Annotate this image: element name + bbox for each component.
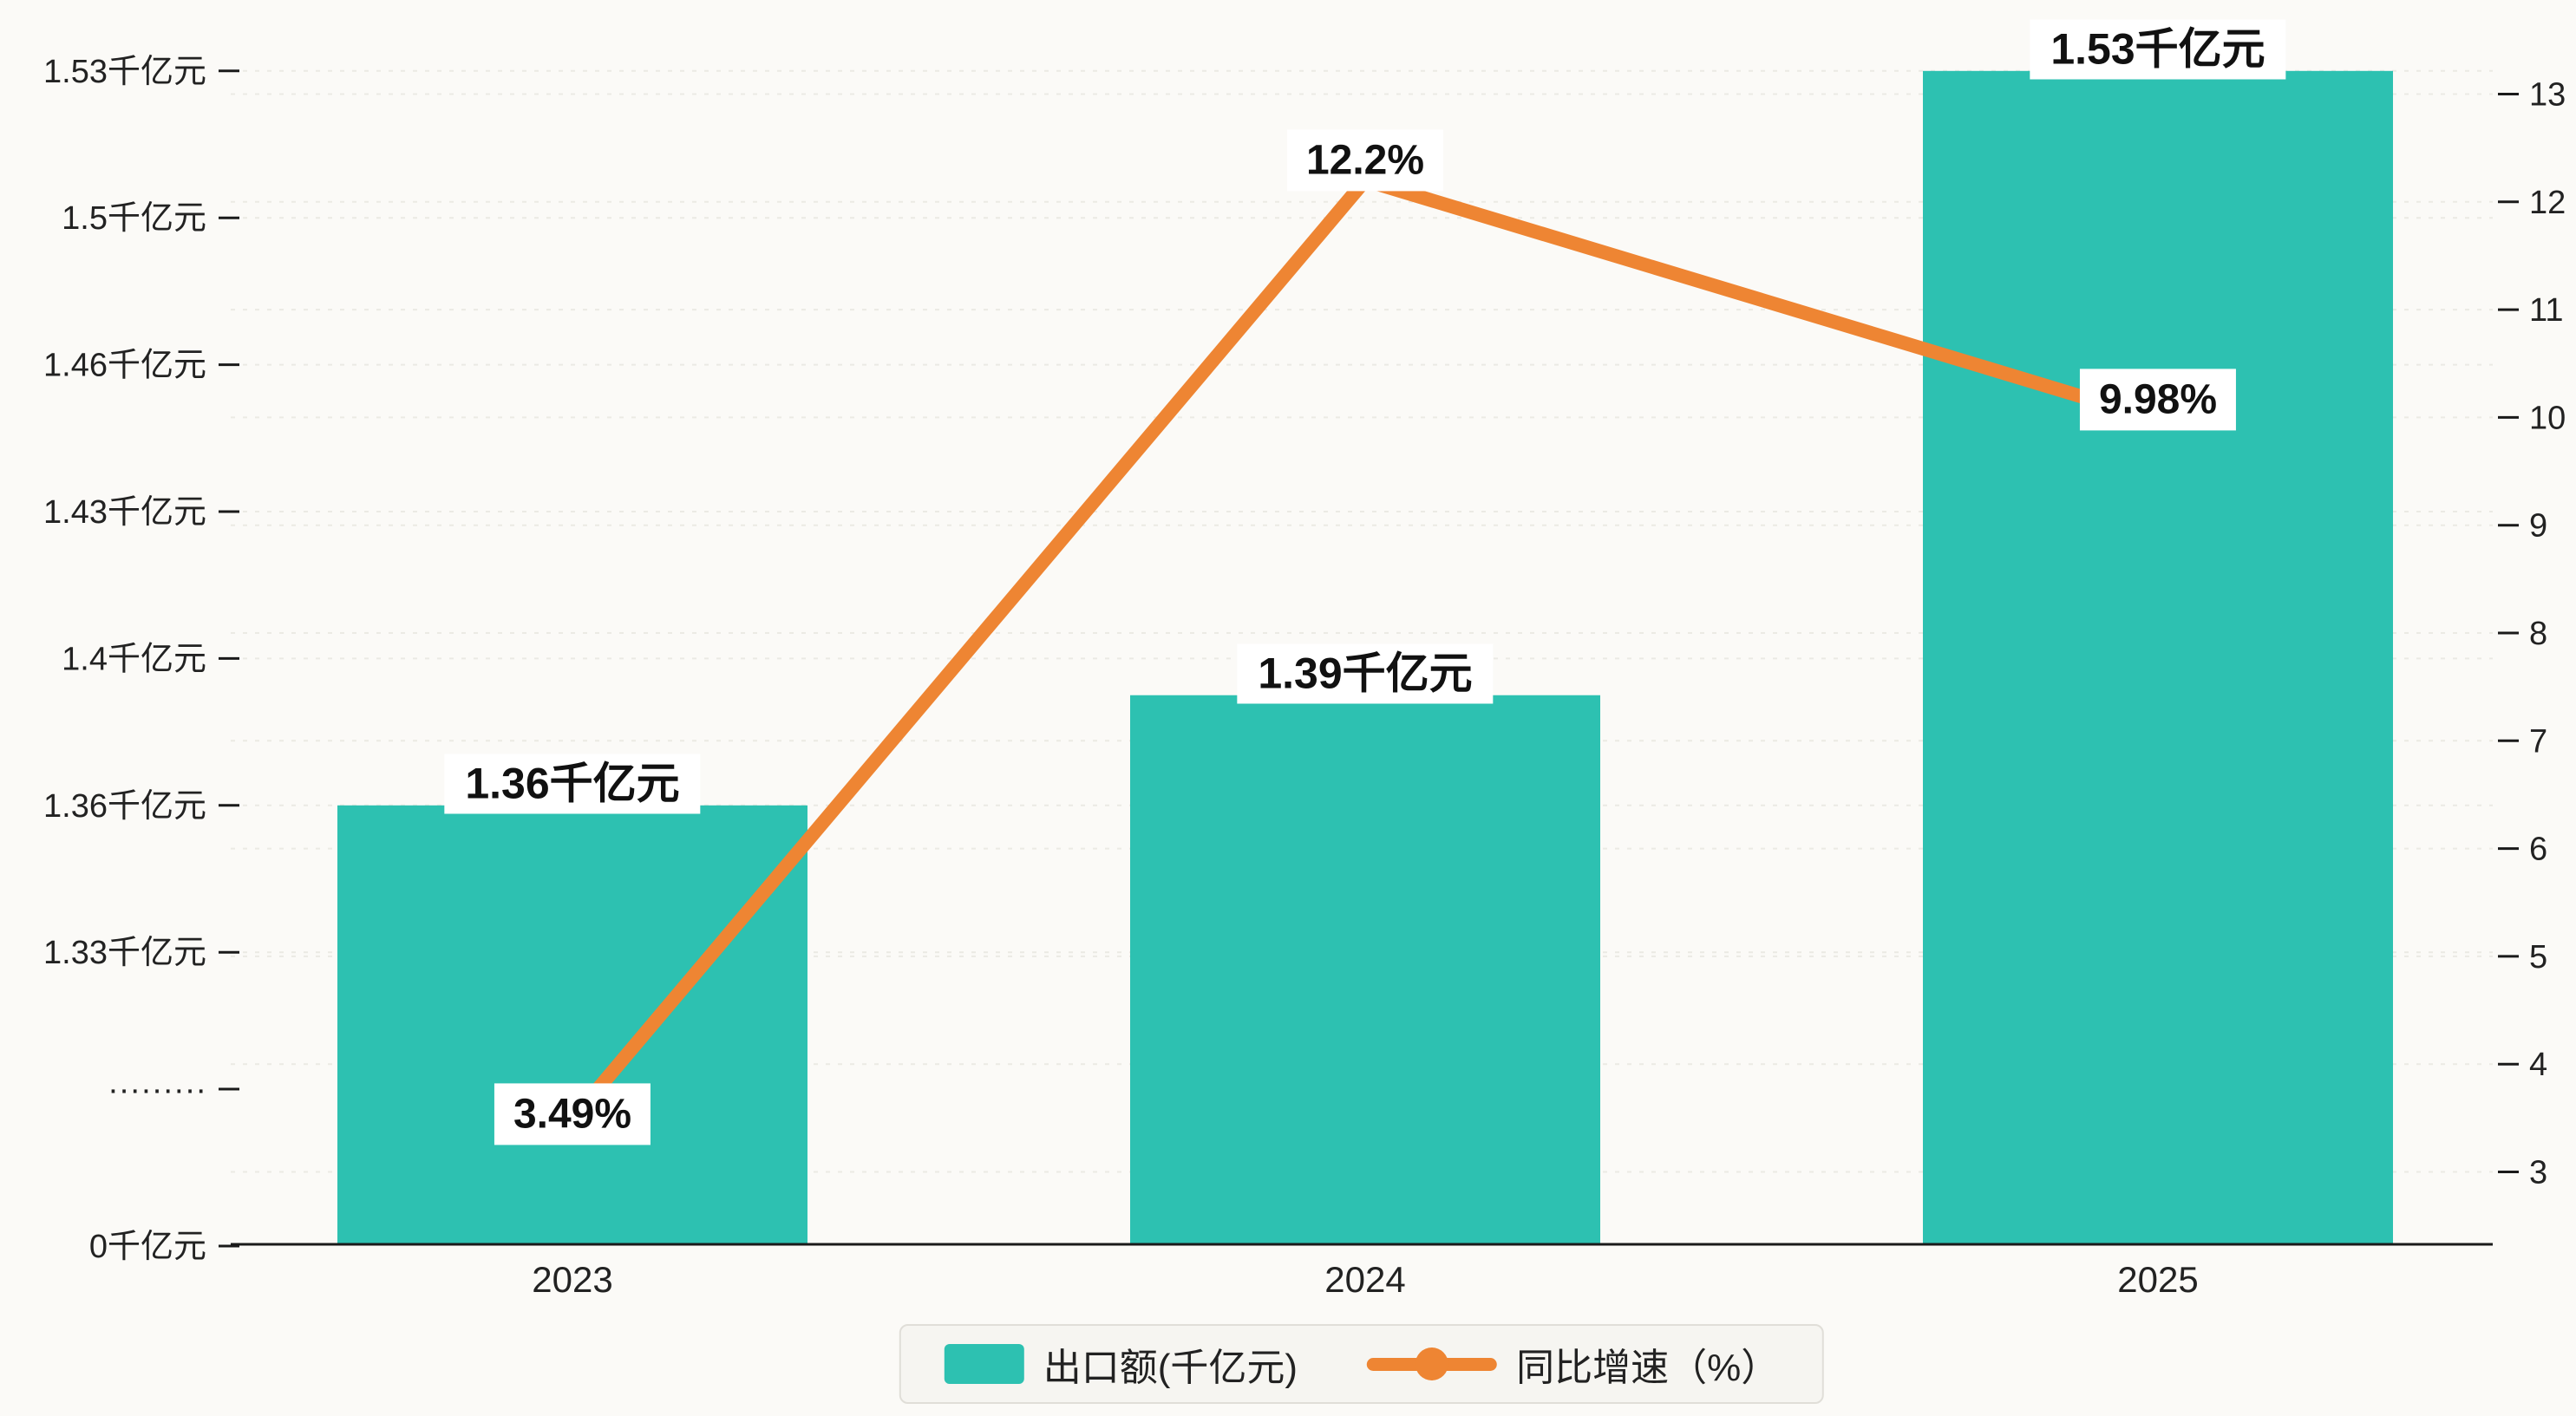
left-axis-label: 1.53千亿元 [43, 54, 206, 90]
right-axis-label: 8 [2529, 616, 2547, 652]
right-axis-label: 4 [2529, 1047, 2547, 1083]
line-legend-swatch [1367, 1347, 1498, 1380]
bar-2025 [1923, 70, 2393, 1244]
left-axis-label: 1.4千亿元 [62, 641, 206, 677]
left-axis-label: 1.5千亿元 [62, 200, 206, 237]
right-axis-label: 3 [2529, 1155, 2547, 1191]
legend-item-growth-line[interactable]: 同比增速（%） [1367, 1336, 1779, 1392]
bar-legend-swatch [944, 1344, 1024, 1384]
bar-2023 [337, 805, 807, 1244]
x-axis-label-2023: 2023 [532, 1259, 612, 1300]
left-axis-label: ········· [108, 1072, 206, 1108]
x-axis-label-2025: 2025 [2117, 1259, 2198, 1300]
left-axis-label: 1.33千亿元 [43, 935, 206, 971]
right-axis-label: 5 [2529, 939, 2547, 976]
right-axis-label: 10 [2529, 400, 2566, 436]
bar-2024 [1130, 695, 1600, 1244]
legend-label-export: 出口额(千亿元) [1043, 1347, 1298, 1389]
right-axis-label: 13 [2529, 77, 2566, 114]
right-axis-label: 12 [2529, 185, 2566, 221]
right-axis-label: 11 [2529, 292, 2563, 329]
legend-label-growth: 同比增速（%） [1516, 1347, 1780, 1389]
left-axis-label: 1.46千亿元 [43, 348, 206, 384]
line-legend-dot-icon [1415, 1347, 1449, 1380]
right-axis-label: 9 [2529, 508, 2547, 545]
right-axis-label: 6 [2529, 832, 2547, 868]
x-axis-label-2024: 2024 [1324, 1259, 1405, 1300]
left-axis-label: 1.36千亿元 [43, 788, 206, 825]
legend: 出口额(千亿元) 同比增速（%） [899, 1324, 1825, 1404]
right-axis-label: 7 [2529, 723, 2547, 760]
left-axis-label: 1.43千亿元 [43, 494, 206, 531]
legend-item-export-bar[interactable]: 出口额(千亿元) [944, 1336, 1298, 1392]
left-axis-label: 0千亿元 [89, 1229, 206, 1265]
